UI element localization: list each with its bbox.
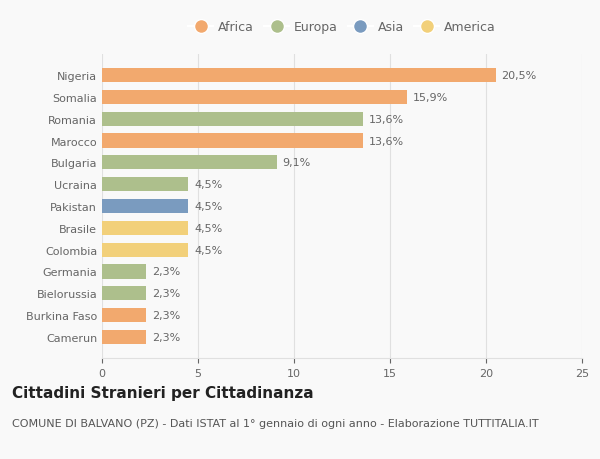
Text: 2,3%: 2,3% xyxy=(152,267,180,277)
Text: 9,1%: 9,1% xyxy=(283,158,311,168)
Text: Cittadini Stranieri per Cittadinanza: Cittadini Stranieri per Cittadinanza xyxy=(12,386,314,401)
Bar xyxy=(102,308,146,323)
Text: 2,3%: 2,3% xyxy=(152,289,180,299)
Bar xyxy=(102,221,188,235)
Text: COMUNE DI BALVANO (PZ) - Dati ISTAT al 1° gennaio di ogni anno - Elaborazione TU: COMUNE DI BALVANO (PZ) - Dati ISTAT al 1… xyxy=(12,418,539,428)
Text: 4,5%: 4,5% xyxy=(194,245,223,255)
Text: 4,5%: 4,5% xyxy=(194,224,223,233)
Bar xyxy=(102,200,188,213)
Bar xyxy=(102,330,146,344)
Bar xyxy=(102,286,146,301)
Text: 2,3%: 2,3% xyxy=(152,310,180,320)
Bar xyxy=(102,134,363,148)
Text: 15,9%: 15,9% xyxy=(413,93,448,103)
Text: 13,6%: 13,6% xyxy=(369,136,404,146)
Text: 2,3%: 2,3% xyxy=(152,332,180,342)
Text: 20,5%: 20,5% xyxy=(502,71,536,81)
Bar xyxy=(102,90,407,105)
Bar xyxy=(102,265,146,279)
Bar xyxy=(102,69,496,83)
Bar xyxy=(102,156,277,170)
Bar xyxy=(102,178,188,192)
Bar xyxy=(102,243,188,257)
Text: 13,6%: 13,6% xyxy=(369,114,404,124)
Bar xyxy=(102,112,363,127)
Text: 4,5%: 4,5% xyxy=(194,202,223,212)
Text: 4,5%: 4,5% xyxy=(194,180,223,190)
Legend: Africa, Europa, Asia, America: Africa, Europa, Asia, America xyxy=(183,16,501,39)
